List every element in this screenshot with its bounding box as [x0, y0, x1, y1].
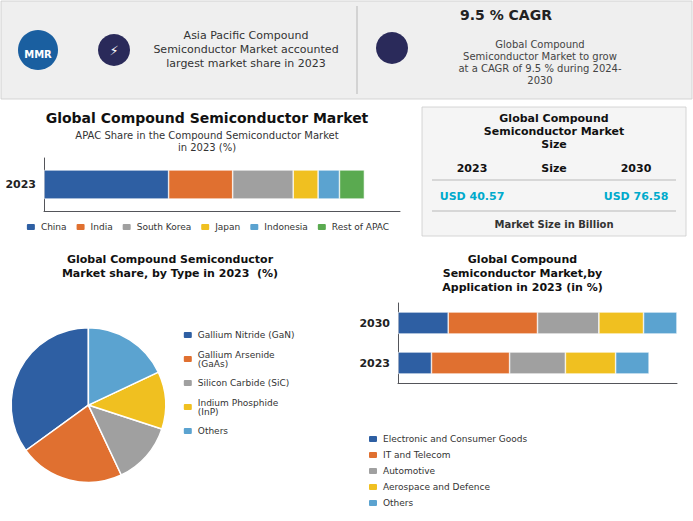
svg-text:Semiconductor Market accounted: Semiconductor Market accounted: [153, 43, 338, 56]
svg-text:USD 40.57: USD 40.57: [440, 190, 505, 203]
svg-text:at a CAGR of 9.5 % during 2024: at a CAGR of 9.5 % during 2024-: [458, 63, 622, 74]
svg-text:Global Compound: Global Compound: [499, 112, 608, 125]
svg-text:Market Size in Billion: Market Size in Billion: [494, 219, 613, 230]
svg-text:USD 76.58: USD 76.58: [604, 190, 669, 203]
svg-text:Gallium Nitride (GaN): Gallium Nitride (GaN): [198, 330, 295, 340]
svg-text:Size: Size: [541, 162, 567, 175]
svg-text:Global Compound Semiconductor: Global Compound Semiconductor: [67, 253, 274, 266]
svg-text:China: China: [41, 222, 67, 232]
svg-text:IT and Telecom: IT and Telecom: [383, 450, 451, 460]
svg-text:Asia Pacific Compound: Asia Pacific Compound: [184, 29, 309, 42]
svg-text:Silicon Carbide (SiC): Silicon Carbide (SiC): [198, 378, 290, 388]
svg-text:2023: 2023: [457, 162, 488, 175]
svg-text:India: India: [91, 222, 113, 232]
svg-text:9.5 % CAGR: 9.5 % CAGR: [460, 7, 552, 23]
svg-text:Electronic and Consumer Goods: Electronic and Consumer Goods: [383, 434, 527, 444]
svg-text:Global Compound: Global Compound: [468, 253, 577, 266]
svg-text:MMR: MMR: [24, 49, 52, 60]
svg-text:Global Compound Semiconductor: Global Compound Semiconductor Market: [46, 110, 369, 126]
svg-text:Application in 2023 (in %): Application in 2023 (in %): [442, 281, 602, 294]
svg-text:Semiconductor Market to grow: Semiconductor Market to grow: [463, 51, 617, 62]
svg-text:Global Compound: Global Compound: [495, 39, 584, 50]
svg-text:Automotive: Automotive: [383, 466, 436, 476]
svg-text:Indonesia: Indonesia: [264, 222, 308, 232]
svg-text:Indium Phosphide: Indium Phosphide: [197, 397, 279, 408]
svg-text:South Korea: South Korea: [137, 222, 192, 232]
svg-text:APAC Share in the Compound Sem: APAC Share in the Compound Semiconductor…: [75, 130, 338, 141]
svg-text:Rest of APAC: Rest of APAC: [332, 222, 389, 232]
svg-text:Gallium Arsenide: Gallium Arsenide: [197, 349, 275, 360]
svg-text:Size: Size: [541, 138, 567, 151]
svg-text:2030: 2030: [359, 317, 390, 330]
svg-text:2030: 2030: [621, 162, 652, 175]
svg-text:Semiconductor Market: Semiconductor Market: [484, 125, 624, 138]
svg-text:(GaAs): (GaAs): [198, 359, 228, 369]
svg-text:Market share, by Type in 2023: Market share, by Type in 2023 (%): [62, 267, 278, 280]
svg-text:Others: Others: [198, 426, 229, 436]
svg-text:Aerospace and Defence: Aerospace and Defence: [383, 482, 490, 492]
svg-text:2030: 2030: [527, 75, 552, 86]
svg-text:largest market share in 2023: largest market share in 2023: [166, 57, 325, 70]
svg-text:⚡: ⚡: [109, 43, 118, 58]
svg-text:Others: Others: [383, 498, 414, 508]
svg-text:Semiconductor Market,by: Semiconductor Market,by: [443, 267, 603, 280]
svg-text:2023: 2023: [5, 178, 36, 191]
svg-text:Japan: Japan: [214, 222, 240, 232]
svg-text:(InP): (InP): [198, 407, 219, 417]
svg-text:in 2023 (%): in 2023 (%): [178, 142, 236, 153]
svg-text:2023: 2023: [359, 357, 390, 370]
